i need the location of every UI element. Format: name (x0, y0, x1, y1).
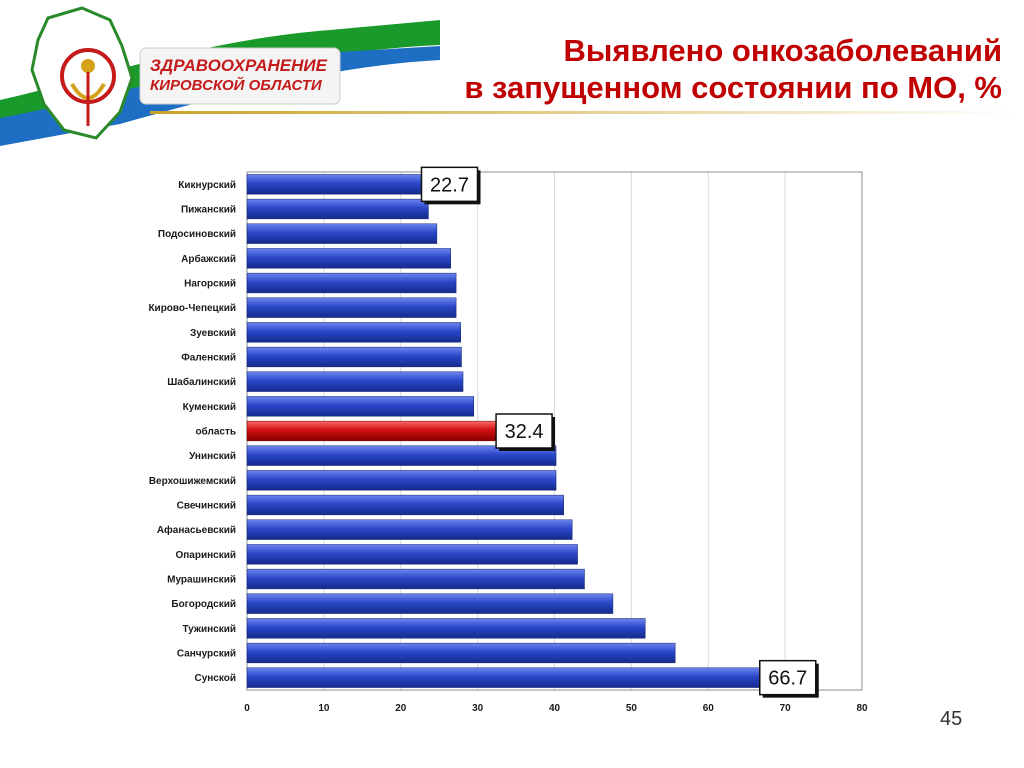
category-label: Сунской (194, 673, 236, 684)
bar (246, 297, 457, 318)
category-label: Шабалинский (167, 376, 236, 388)
x-axis-ticks: 0 10 20 30 40 50 60 70 80 (244, 703, 868, 714)
x-tick-label: 70 (780, 703, 792, 714)
x-tick-label: 80 (856, 703, 868, 714)
bar (246, 396, 475, 417)
category-label: Свечинский (177, 501, 236, 512)
chart-bars (246, 174, 761, 688)
x-tick-label: 30 (472, 703, 484, 714)
bar (246, 198, 429, 220)
org-name-plate (139, 47, 341, 105)
category-label: Мурашинский (167, 575, 236, 586)
bar (246, 494, 564, 516)
bar (246, 667, 761, 688)
x-tick-label: 10 (318, 703, 330, 714)
data-label: 22.7 (430, 174, 469, 196)
bar (246, 420, 497, 442)
data-labels: 22.7 32.4 66.7 (420, 166, 819, 698)
bar (246, 272, 457, 294)
page-number: 45 (940, 708, 963, 730)
bar (246, 174, 422, 195)
category-label: Кикнурский (178, 180, 236, 191)
category-label: Нагорский (184, 279, 236, 290)
data-label-box (759, 659, 817, 696)
category-label: Зуевский (190, 328, 236, 339)
data-label-box (495, 413, 553, 449)
bar (246, 346, 462, 368)
logo-banner-graphic (0, 6, 440, 146)
bar (246, 223, 438, 244)
bar (246, 445, 557, 466)
category-label: Унинский (189, 451, 236, 462)
category-label: Тужинский (182, 624, 236, 635)
category-label: Опаринский (175, 550, 236, 561)
page-title-line1: Выявлено онкозаболеваний (563, 33, 1003, 68)
data-label: 32.4 (505, 421, 544, 443)
data-label: 66.7 (768, 668, 807, 690)
org-name-line1: ЗДРАВООХРАНЕНИЕ (150, 56, 327, 75)
category-label: Санчурский (177, 649, 236, 660)
x-tick-label: 0 (244, 703, 250, 714)
category-label: Афанасьевский (157, 524, 236, 536)
category-label: Куменский (183, 402, 236, 413)
x-tick-label: 40 (549, 703, 561, 714)
header: ЗДРАВООХРАНЕНИЕ КИРОВСКОЙ ОБЛАСТИ Выявле… (0, 0, 1024, 150)
bar (246, 470, 557, 491)
bar (246, 322, 461, 343)
category-label: Подосиновский (158, 229, 236, 240)
bar (246, 593, 614, 614)
logo-banner: ЗДРАВООХРАНЕНИЕ КИРОВСКОЙ ОБЛАСТИ (0, 0, 440, 150)
x-tick-label: 20 (395, 703, 407, 714)
bar (246, 568, 585, 590)
category-label: Верхошижемский (149, 476, 236, 487)
org-name-line2: КИРОВСКОЙ ОБЛАСТИ (150, 77, 322, 94)
region-map-icon (30, 6, 134, 140)
bar-chart: Кикнурский Пижанский Подосиновский Арбажски… (148, 166, 868, 714)
emblem-figure-icon (81, 59, 95, 73)
category-label: Фаленский (181, 353, 236, 364)
bar (246, 371, 464, 392)
bar (246, 544, 578, 565)
page-title: Выявлено онкозаболеваний в запущенном со… (464, 32, 1002, 106)
x-tick-label: 50 (626, 703, 638, 714)
category-label: Арбажский (181, 253, 236, 265)
data-label-box (420, 166, 479, 203)
bar (246, 519, 573, 540)
org-name: ЗДРАВООХРАНЕНИЕ КИРОВСКОЙ ОБЛАСТИ (150, 56, 336, 96)
page-title-line2: в запущенном состоянии по МО, % (464, 70, 1002, 105)
category-label: Пижанский (181, 205, 236, 216)
category-label: Богородский (171, 599, 236, 610)
bar (246, 618, 646, 639)
category-label: область (195, 426, 236, 438)
bar (246, 642, 676, 664)
category-label: Кирово-Чепецкий (148, 303, 236, 314)
bar (246, 248, 451, 269)
x-tick-label: 60 (703, 703, 715, 714)
category-labels: Кикнурский Пижанский Подосиновский Арбажски… (148, 180, 236, 684)
